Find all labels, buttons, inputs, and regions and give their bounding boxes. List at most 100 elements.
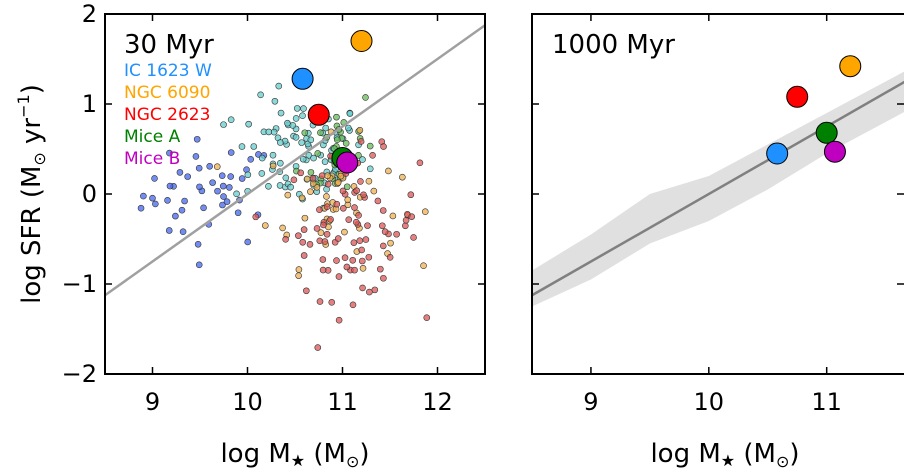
cloud-point	[343, 183, 351, 191]
cloud-point	[293, 105, 301, 112]
cloud-point	[345, 216, 353, 223]
cloud-point	[321, 158, 329, 165]
cloud-point	[351, 266, 358, 274]
cloud-point	[420, 262, 427, 270]
cloud-point	[233, 190, 240, 198]
cloud-point	[244, 171, 252, 179]
y-tick-label: 1	[82, 90, 97, 118]
cloud-point	[334, 179, 342, 186]
cloud-point	[279, 224, 286, 232]
cloud-point	[206, 162, 213, 170]
cloud-point	[234, 209, 242, 217]
cloud-point	[324, 180, 332, 188]
point-ngc-2623	[786, 85, 809, 108]
cloud-point	[298, 194, 306, 202]
cloud-point	[220, 193, 227, 200]
legend-ic-1623-w: IC 1623 W	[124, 61, 212, 81]
cloud-point	[298, 139, 305, 146]
cloud-point	[387, 239, 394, 247]
cloud-point	[307, 169, 315, 176]
cloud-point	[245, 120, 252, 128]
cloud-point	[277, 159, 284, 167]
cloud-point	[282, 174, 290, 182]
cloud-point	[244, 238, 251, 246]
cloud-point	[219, 182, 227, 190]
x-tick-label: 10	[694, 388, 725, 416]
cloud-point	[349, 301, 357, 309]
cloud-point	[223, 198, 231, 205]
cloud-point	[289, 122, 297, 129]
cloud-point	[345, 124, 352, 132]
cloud-point	[317, 129, 324, 137]
cloud-point	[299, 238, 307, 246]
point-mice-b	[823, 140, 846, 163]
cloud-point	[192, 153, 200, 160]
x-axis-title: log M★ (M⊙)	[650, 439, 799, 471]
cloud-point	[343, 263, 351, 271]
cloud-point	[140, 192, 147, 200]
cloud-point	[380, 143, 387, 150]
cloud-point	[335, 316, 343, 324]
cloud-point	[295, 266, 303, 273]
cloud-point	[238, 175, 246, 182]
cloud-point	[399, 173, 406, 181]
cloud-point	[166, 182, 174, 190]
cloud-point	[341, 254, 349, 262]
point-ic-1623-w	[291, 67, 314, 90]
cloud-point	[271, 97, 279, 105]
cloud-point	[317, 229, 325, 236]
cloud-point	[357, 178, 364, 185]
cloud-point	[301, 214, 309, 222]
cloud-point	[408, 213, 416, 220]
cloud-point	[381, 228, 389, 236]
cloud-point	[377, 265, 384, 273]
cloud-point	[407, 191, 415, 199]
cloud-point	[333, 136, 341, 143]
cloud-point	[179, 228, 187, 235]
cloud-point	[359, 265, 367, 272]
cloud-point	[369, 151, 376, 159]
x-tick-label: 9	[583, 388, 598, 416]
cloud-point	[366, 165, 374, 173]
legend-ngc-2623: NGC 2623	[124, 105, 210, 125]
cloud-point	[327, 216, 334, 223]
cloud-point	[379, 207, 387, 214]
cloud-point	[371, 286, 379, 294]
cloud-point	[172, 212, 179, 220]
cloud-point	[319, 266, 327, 274]
cloud-point	[323, 193, 330, 200]
cloud-point	[275, 82, 283, 90]
cloud-point	[252, 213, 260, 221]
cloud-point	[250, 143, 258, 150]
cloud-point	[137, 204, 145, 212]
point-ic-1623-w	[766, 142, 789, 165]
cloud-point	[195, 164, 203, 172]
cloud-point	[209, 179, 216, 186]
cloud-point	[359, 156, 366, 163]
cloud-point	[314, 344, 322, 351]
point-ngc-6090	[839, 55, 862, 78]
cloud-point	[351, 204, 358, 211]
cloud-point	[213, 163, 221, 170]
cloud-point	[335, 273, 343, 280]
cloud-point	[402, 216, 410, 224]
point-ngc-6090	[350, 30, 373, 52]
x-tick-label: 10	[232, 388, 263, 416]
cloud-point	[356, 126, 364, 134]
cloud-point	[149, 194, 156, 202]
x-tick-label: 11	[327, 388, 358, 416]
cloud-point	[365, 253, 373, 261]
cloud-point	[247, 156, 255, 163]
cloud-point	[310, 154, 317, 162]
cloud-point	[164, 197, 171, 204]
cloud-point	[165, 227, 173, 234]
cloud-point	[316, 298, 324, 305]
cloud-point	[366, 288, 373, 296]
cloud-point	[300, 226, 308, 233]
x-axis-title: log M★ (M⊙)	[220, 439, 369, 471]
cloud-point	[366, 142, 374, 150]
cloud-point	[307, 136, 315, 144]
cloud-point	[292, 115, 300, 122]
